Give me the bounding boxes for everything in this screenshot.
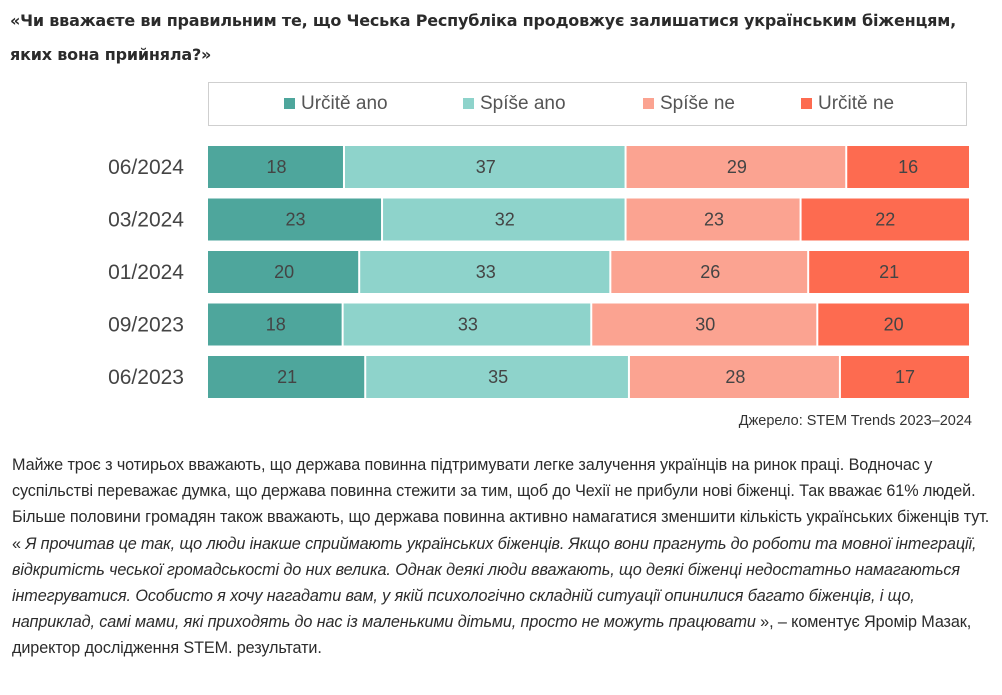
legend-swatch-icon [284, 98, 295, 109]
bar-segment [626, 198, 800, 241]
legend-label: Spíše ne [660, 92, 735, 114]
legend-swatch-icon [463, 98, 474, 109]
category-label: 06/2023 [108, 366, 184, 389]
bar-segment [343, 303, 591, 346]
bar-segment [208, 146, 343, 188]
bar-segment [208, 303, 342, 346]
bar-segment [626, 146, 846, 188]
data-label: 35 [488, 367, 508, 387]
legend-label: Určitě ne [818, 92, 895, 114]
legend-label: Spíše ano [480, 92, 566, 114]
bar-segment [629, 356, 839, 398]
data-label: 28 [725, 367, 745, 387]
bar-segment [592, 303, 817, 346]
data-label: 20 [274, 262, 294, 282]
stacked-bar-chart: Určitě ano Spíše ano Spíše ne Určitě ne … [108, 82, 972, 429]
bar-segment [344, 146, 625, 188]
data-label: 33 [458, 315, 478, 335]
data-label: 26 [700, 262, 720, 282]
data-label: 21 [277, 367, 297, 387]
category-label: 09/2023 [108, 314, 184, 337]
category-label: 03/2024 [108, 209, 184, 232]
data-label: 29 [727, 157, 747, 177]
data-label: 21 [879, 262, 899, 282]
article-text: Майже троє з чотирьох вважають, що держа… [12, 456, 990, 553]
chart-legend: Určitě ano Spíše ano Spíše ne Určitě ne [208, 82, 967, 126]
data-label: 18 [266, 315, 286, 335]
category-label: 06/2024 [108, 156, 184, 179]
data-label: 22 [875, 210, 895, 230]
data-label: 16 [898, 157, 918, 177]
data-label: 23 [704, 210, 724, 230]
legend-swatch-icon [801, 98, 812, 109]
bar-segment [208, 356, 365, 398]
chart-plot-area: 06/2024 18 37 29 16 03/2024 23 32 23 22 01/2024 20 3… [108, 146, 969, 398]
data-label: 30 [695, 315, 715, 335]
bar-segment [366, 356, 628, 398]
legend-label: Určitě ano [301, 92, 388, 114]
data-label: 32 [495, 210, 515, 230]
data-label: 18 [266, 157, 286, 177]
bar-segment [840, 356, 969, 398]
legend-item-spise-ano: Spíše ano [463, 83, 566, 124]
legend-item-urcite-ano: Určitě ano [284, 83, 388, 124]
category-label: 01/2024 [108, 261, 184, 284]
data-label: 20 [884, 315, 904, 335]
data-label: 33 [476, 262, 496, 282]
bar-segment [360, 251, 610, 293]
bar-segment [818, 303, 969, 346]
data-label: 23 [285, 210, 305, 230]
data-label: 37 [476, 157, 496, 177]
article-paragraph: Майже троє з чотирьох вважають, що держа… [12, 452, 997, 662]
article-quote: Я прочитав це так, що люди інакше сприйм… [12, 534, 977, 632]
legend-swatch-icon [643, 98, 654, 109]
bar-segment [208, 251, 359, 293]
legend-item-spise-ne: Spíše ne [643, 83, 735, 124]
bar-segment [383, 198, 625, 241]
article-attribution: », – коментує Яромір Мазак, директор дос… [12, 613, 972, 658]
bar-segment [809, 251, 969, 293]
legend-item-urcite-ne: Určitě ne [801, 83, 894, 124]
bar-segment [208, 198, 382, 241]
bar-segment [847, 146, 969, 188]
chart-title: «Чи вважаєте ви правильним те, що Чеська… [10, 11, 957, 64]
bar-segment [801, 198, 969, 241]
chart-source: Джерело: STEM Trends 2023–2024 [738, 413, 972, 429]
bar-segment [611, 251, 808, 293]
data-label: 17 [895, 367, 915, 387]
